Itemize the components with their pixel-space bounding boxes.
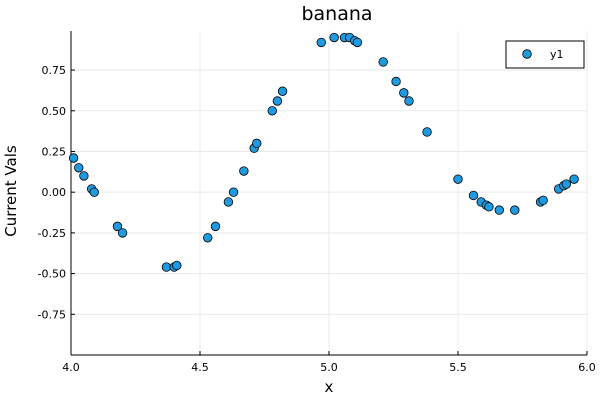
data-point xyxy=(422,127,432,137)
data-point xyxy=(352,37,363,48)
data-point xyxy=(378,57,388,67)
y-axis-ticks: -0.75 -0.50 -0.25 0.00 0.25 0.50 0.75 xyxy=(38,64,75,321)
y-tick-label: -0.75 xyxy=(38,308,66,321)
data-point xyxy=(172,260,182,271)
data-point xyxy=(538,195,548,206)
data-point xyxy=(494,205,504,215)
x-tick-label: 4.0 xyxy=(62,361,80,374)
data-point xyxy=(74,163,84,173)
y-tick-label: 0.25 xyxy=(42,145,67,158)
grid xyxy=(70,31,588,355)
legend-box xyxy=(505,40,585,69)
data-point xyxy=(272,96,283,106)
data-point xyxy=(329,32,339,43)
data-point xyxy=(404,96,414,106)
data-point xyxy=(510,205,520,215)
data-point xyxy=(399,88,409,98)
data-points xyxy=(68,32,579,272)
x-axis-label: x xyxy=(325,378,334,396)
data-point xyxy=(569,174,579,184)
y-tick-label: 0.50 xyxy=(42,105,67,118)
data-point xyxy=(228,187,239,197)
data-point xyxy=(316,37,326,48)
data-point xyxy=(484,202,494,212)
data-point xyxy=(252,138,262,149)
legend-label: y1 xyxy=(550,48,564,61)
data-point xyxy=(210,221,221,232)
data-point xyxy=(391,76,401,87)
y-tick-label: 0.75 xyxy=(42,64,67,77)
data-point xyxy=(561,179,572,189)
y-axis-label: Current Vals xyxy=(2,145,20,237)
data-point xyxy=(79,171,89,181)
data-point xyxy=(468,190,479,201)
data-point xyxy=(277,86,288,96)
data-point xyxy=(68,153,79,163)
data-point xyxy=(112,221,123,232)
legend: y1 xyxy=(505,40,585,69)
data-point xyxy=(223,197,234,207)
legend-marker xyxy=(522,49,532,59)
x-tick-label: 5.0 xyxy=(320,361,338,374)
y-tick-label: 0.00 xyxy=(42,186,67,199)
data-point xyxy=(89,187,99,197)
data-point xyxy=(203,233,213,243)
y-tick-label: -0.25 xyxy=(38,227,66,240)
x-axis-ticks: 4.0 4.5 5.0 5.5 6.0 xyxy=(62,351,596,374)
data-point xyxy=(117,228,128,238)
chart-title: banana xyxy=(301,3,372,25)
data-point xyxy=(161,262,172,272)
x-tick-label: 4.5 xyxy=(191,361,209,374)
data-point xyxy=(267,106,277,116)
data-point xyxy=(239,166,249,176)
data-point xyxy=(453,174,463,184)
x-tick-label: 5.5 xyxy=(449,361,467,374)
y-tick-label: -0.50 xyxy=(38,268,66,281)
x-tick-label: 6.0 xyxy=(578,361,596,374)
